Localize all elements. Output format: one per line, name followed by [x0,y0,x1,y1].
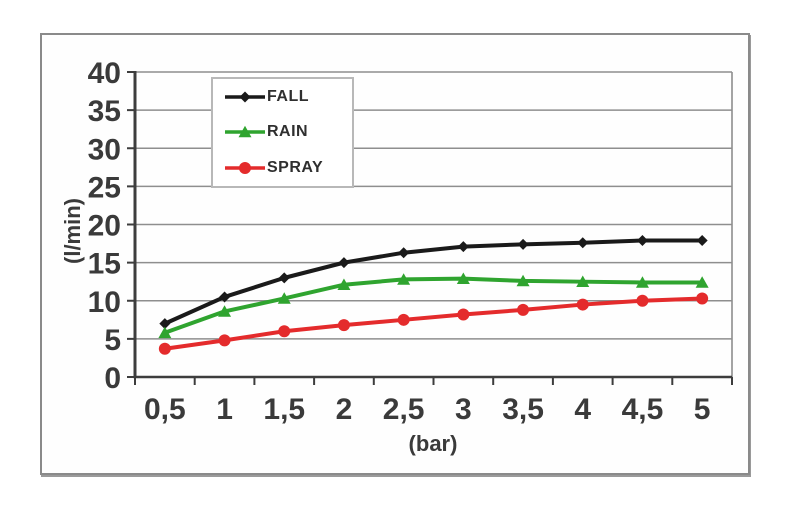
series-spray [158,292,709,355]
marker-triangle [277,292,291,304]
y-tick-label: 30 [88,133,121,166]
legend-item-spray: SPRAY [225,159,352,177]
series-line [162,238,705,326]
marker-diamond [219,291,231,303]
marker-circle [696,292,709,305]
marker-diamond [398,247,410,259]
y-tick-label: 10 [88,286,121,319]
marker-triangle [238,126,252,138]
marker-triangle [158,326,172,339]
series-line [162,296,705,351]
x-axis-title: (bar) [408,431,458,456]
y-tick-label: 5 [104,324,121,357]
marker-diamond [517,238,529,250]
marker-diamond [278,272,290,284]
marker-triangle [576,275,590,287]
x-tick-label: 3,5 [502,393,544,426]
y-tick-label: 0 [104,362,121,395]
y-tick-label: 35 [88,95,121,128]
marker-triangle [695,276,709,288]
marker-circle [239,162,251,175]
legend-item-fall: FALL [225,88,352,106]
x-tick-label: 2 [336,393,353,426]
y-tick-label: 40 [88,57,121,90]
marker-circle [457,308,470,321]
marker-triangle [337,278,351,291]
marker-circle [218,334,231,347]
y-axis-title: (l/min) [60,198,85,264]
marker-triangle [456,272,470,284]
x-tick-label: 1 [216,393,233,426]
marker-circle [158,342,171,355]
marker-circle [397,313,410,326]
marker-diamond [159,318,171,330]
x-tick-label: 2,5 [383,393,425,426]
marker-circle [337,319,350,332]
marker-diamond [457,241,469,253]
series-line [162,276,705,335]
chart-svg: 0 5 10 15 20 25 30 35 40 0,5 1 1,5 2 2,5 3 3,5 4 4,5 5 [88,57,733,426]
marker-triangle [397,273,411,285]
triangle-marker-swatch-icon [225,126,265,138]
circle-marker-swatch-icon [225,162,265,175]
marker-triangle [218,305,232,317]
marker-circle [636,294,649,307]
y-tick-label: 15 [88,248,121,281]
x-tick-label: 5 [694,393,711,426]
legend-label: FALL [267,87,309,105]
marker-triangle [516,274,530,287]
x-tick-label: 4,5 [622,393,664,426]
marker-diamond [239,91,251,103]
marker-diamond [338,257,350,269]
x-tick-label: 4 [574,393,591,426]
legend-label: RAIN [267,123,309,141]
marker-circle [517,303,530,316]
diamond-marker-swatch-icon [225,91,265,103]
x-tick-label: 1,5 [263,393,305,426]
y-tick-label: 25 [88,171,121,204]
marker-diamond [696,235,708,247]
marker-circle [576,298,589,311]
legend: FALL RAIN SPRAY [211,77,354,188]
marker-diamond [577,237,589,249]
legend-item-rain: RAIN [225,123,352,141]
series-fall [159,235,708,330]
chart-frame: 0 5 10 15 20 25 30 35 40 0,5 1 1,5 2 2,5 3 3,5 4 4,5 5 FAL… [40,33,750,475]
series-rain [158,272,709,339]
marker-triangle [635,276,649,288]
x-tick-label: 3 [455,393,472,426]
marker-circle [278,325,291,338]
marker-diamond [636,235,648,247]
y-tick-label: 20 [88,210,121,243]
x-tick-label: 0,5 [144,393,186,426]
legend-label: SPRAY [267,159,324,177]
